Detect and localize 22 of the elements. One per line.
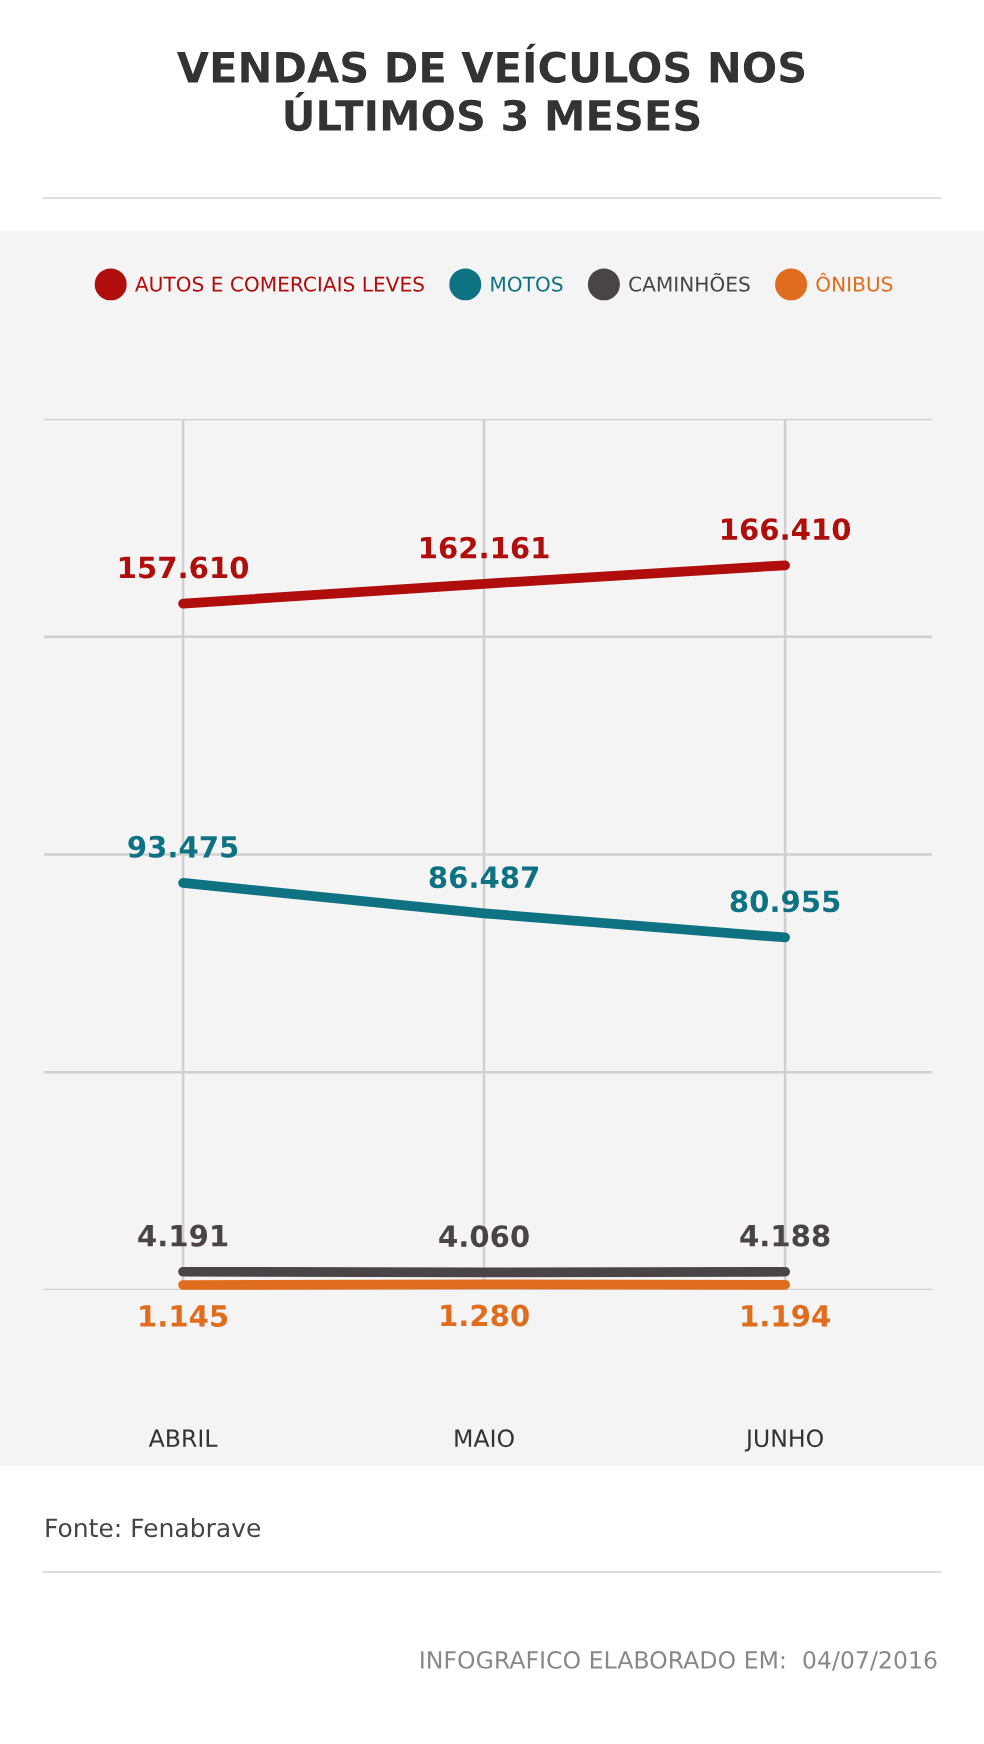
legend-label: CAMINHÕES	[629, 272, 750, 292]
x-tick-label: JUNHO	[744, 1429, 823, 1452]
data-label: 1.280	[441, 1304, 529, 1327]
source-note: Fonte: Fenabrave	[46, 1517, 261, 1538]
data-label: 1.194	[742, 1304, 830, 1327]
legend-label: MOTOS	[491, 276, 563, 292]
data-label: 4.188	[740, 1224, 830, 1247]
data-label: 166.410	[721, 518, 851, 541]
data-label: 1.145	[140, 1305, 228, 1328]
x-tick-label: ABRIL	[148, 1429, 218, 1447]
data-label: 80.955	[730, 890, 840, 913]
legend-label: ÔNIBUS	[816, 272, 893, 292]
data-label: 4.060	[439, 1225, 529, 1248]
legend-label: AUTOS E COMERCIAIS LEVES	[135, 276, 424, 292]
data-label: 86.487	[429, 866, 539, 889]
data-label: 162.161	[420, 536, 549, 559]
chart-title: VENDAS DE VEÍCULOS NOS ÚLTIMOS 3 MESES	[177, 43, 805, 132]
data-label: 157.610	[119, 556, 249, 579]
data-label: 93.475	[128, 835, 238, 858]
text: INFOGRAFICO ELABORADO EM: 04/07/2016	[421, 1650, 937, 1671]
x-tick-label: MAIO	[455, 1429, 514, 1448]
data-label: 4.191	[138, 1224, 228, 1247]
